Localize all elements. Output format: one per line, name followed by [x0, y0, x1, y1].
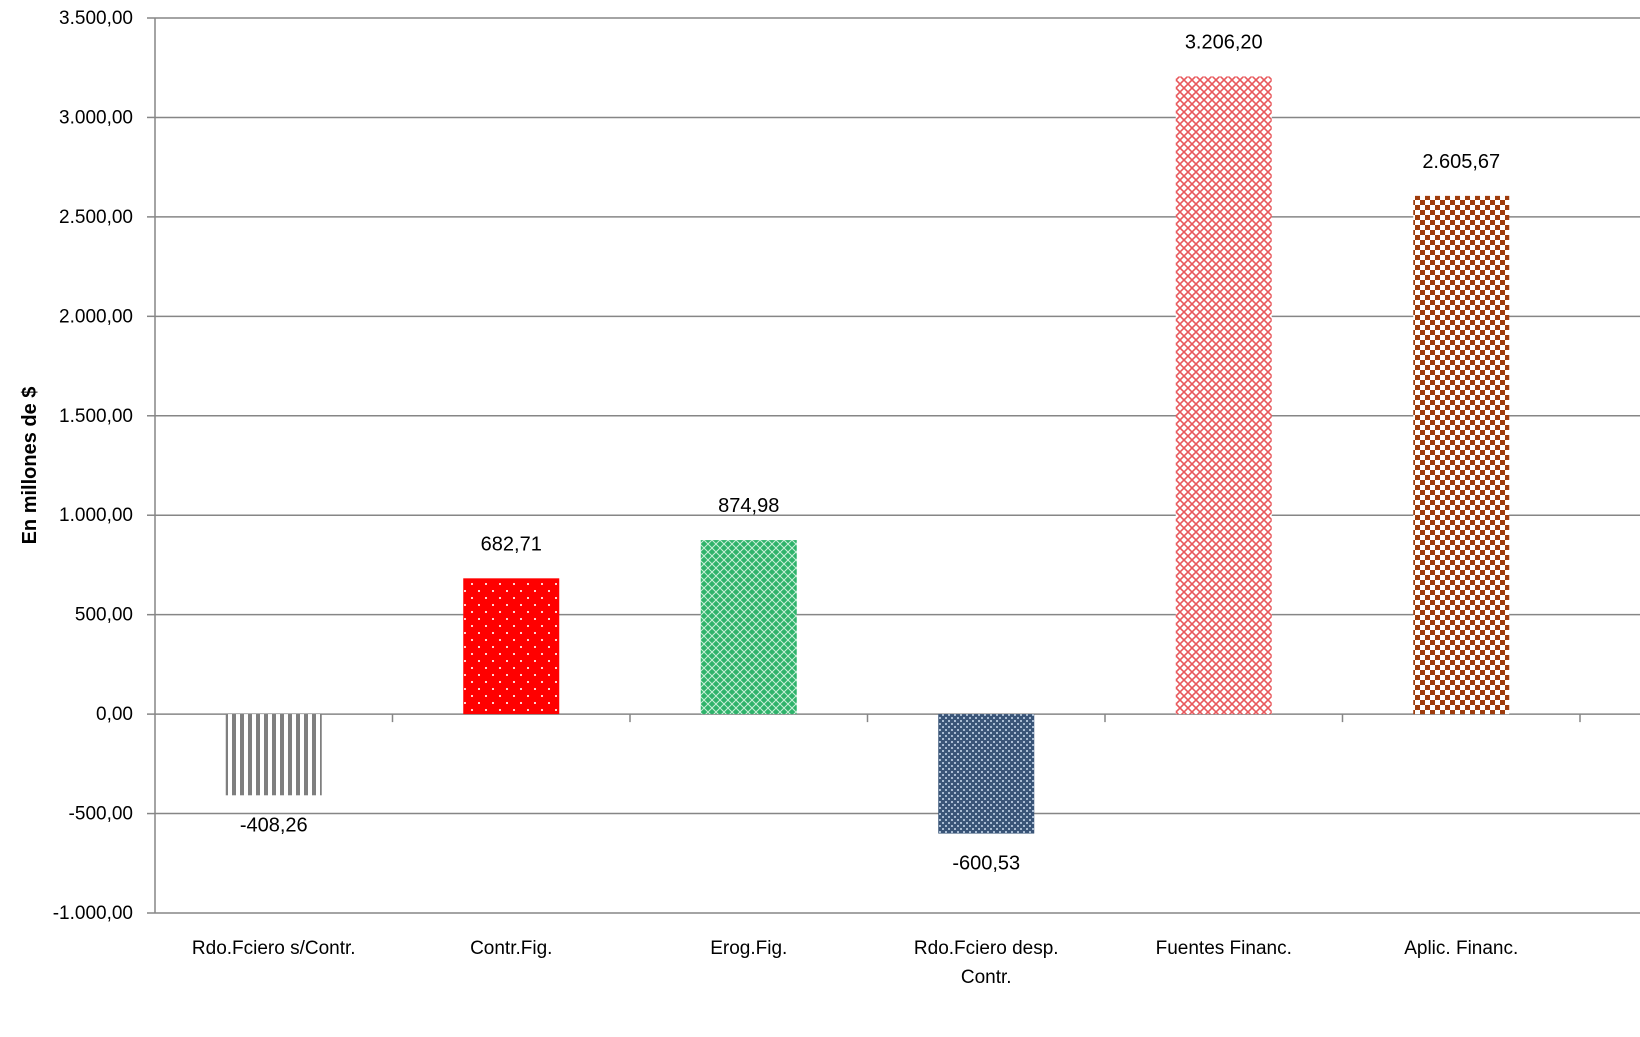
bar — [1175, 76, 1272, 715]
y-axis-label: En millones de $ — [19, 387, 41, 545]
y-tick-label: 3.000,00 — [59, 107, 133, 128]
x-tick-label: Contr.Fig. — [470, 938, 552, 959]
data-label: 2.605,67 — [1422, 151, 1500, 173]
y-tick-label: 2.500,00 — [59, 207, 133, 228]
data-label: -408,26 — [240, 814, 308, 836]
bar — [938, 714, 1035, 834]
x-tick-label: Rdo.Fciero desp. — [914, 938, 1059, 959]
x-tick-label: Fuentes Financ. — [1156, 938, 1292, 959]
y-tick-label: 1.000,00 — [59, 505, 133, 526]
bar — [463, 578, 560, 715]
y-tick-label: 1.500,00 — [59, 406, 133, 427]
bar — [225, 714, 322, 796]
x-tick-label: Contr. — [961, 967, 1012, 988]
gridlines — [155, 17, 1640, 914]
data-label: -600,53 — [952, 853, 1020, 875]
axes — [147, 17, 1581, 914]
y-tick-labels: -1.000,00 -500,00 0,00 500,00 1.000,00 1.500,… — [53, 8, 133, 924]
y-tick-label: 0,00 — [96, 704, 133, 725]
bar — [700, 540, 797, 715]
x-tick-labels: Rdo.Fciero s/Contr. Contr.Fig. Erog.Fig. Rd… — [192, 938, 1518, 988]
y-tick-label: 2.000,00 — [59, 306, 133, 327]
y-tick-label: 3.500,00 — [59, 8, 133, 29]
data-labels: -408,26 682,71 874,98 -600,53 3.206,20 2.605,… — [240, 31, 1500, 874]
bars — [225, 76, 1510, 834]
y-tick-label: -500,00 — [69, 804, 133, 825]
data-label: 874,98 — [718, 495, 779, 517]
data-label: 682,71 — [481, 533, 542, 555]
data-label: 3.206,20 — [1185, 31, 1263, 53]
x-tick-label: Rdo.Fciero s/Contr. — [192, 938, 356, 959]
y-tick-label: -1.000,00 — [53, 903, 133, 924]
x-tick-label: Erog.Fig. — [710, 938, 787, 959]
bar — [1413, 195, 1510, 715]
y-tick-label: 500,00 — [75, 605, 133, 626]
x-tick-label: Aplic. Financ. — [1404, 938, 1518, 959]
